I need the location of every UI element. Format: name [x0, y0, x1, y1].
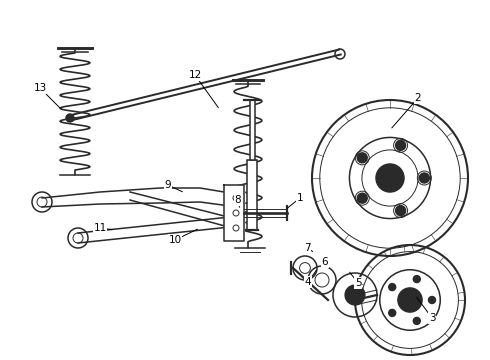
Circle shape — [345, 285, 365, 305]
Circle shape — [395, 206, 406, 216]
Polygon shape — [130, 192, 232, 228]
Text: 1: 1 — [296, 193, 303, 203]
Circle shape — [357, 193, 367, 203]
Circle shape — [398, 288, 422, 312]
Circle shape — [389, 284, 396, 291]
Circle shape — [389, 310, 396, 316]
Circle shape — [413, 275, 420, 283]
Text: 3: 3 — [429, 313, 435, 323]
Circle shape — [357, 153, 367, 163]
Text: 7: 7 — [304, 243, 310, 253]
Text: 5: 5 — [355, 278, 361, 288]
Polygon shape — [78, 217, 230, 243]
Text: 13: 13 — [33, 83, 47, 93]
Text: 4: 4 — [305, 277, 311, 287]
Text: 12: 12 — [188, 70, 201, 80]
Text: 10: 10 — [169, 235, 182, 245]
Bar — [249, 100, 254, 160]
Text: 11: 11 — [94, 223, 107, 233]
Polygon shape — [42, 188, 230, 207]
Circle shape — [413, 318, 420, 324]
Text: 8: 8 — [235, 195, 241, 205]
Circle shape — [376, 164, 404, 192]
Bar — [247, 160, 257, 230]
Circle shape — [428, 297, 436, 303]
Circle shape — [66, 114, 74, 122]
Text: 6: 6 — [322, 257, 328, 267]
Text: 9: 9 — [165, 180, 172, 190]
Polygon shape — [224, 185, 244, 241]
Circle shape — [419, 173, 429, 183]
Circle shape — [395, 140, 406, 150]
Text: 2: 2 — [415, 93, 421, 103]
